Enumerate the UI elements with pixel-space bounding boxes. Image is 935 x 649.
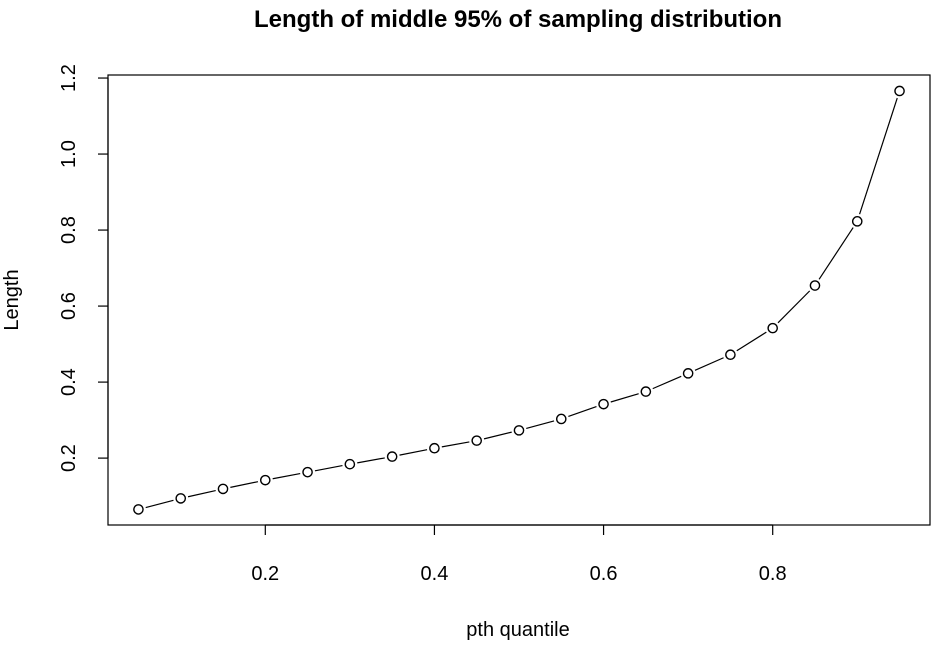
x-tick-label: 0.6 [590, 563, 618, 585]
x-tick-label: 0.8 [759, 563, 787, 585]
data-point [851, 216, 863, 227]
data-point [386, 451, 398, 462]
y-tick-label: 0.4 [58, 368, 80, 396]
plot-frame [107, 74, 931, 526]
data-point [217, 483, 229, 495]
series-line-segment [399, 449, 428, 456]
series-line-segment [483, 431, 512, 440]
series-line-segment [694, 357, 724, 371]
data-point [429, 442, 440, 454]
series-line-segment [652, 375, 682, 390]
series-line-segment [187, 489, 216, 498]
data-point [809, 280, 821, 291]
data-point [725, 349, 736, 361]
data-point [133, 504, 144, 515]
series-line-segment [859, 97, 898, 215]
data-point [471, 435, 483, 446]
series-line-segment [357, 457, 385, 464]
y-tick-label: 1.2 [58, 64, 80, 92]
y-axis: 0.2 0.4 0.6 0.8 1.0 1.2 [58, 64, 109, 472]
series-line-segment [441, 441, 470, 448]
y-tick-label: 0.2 [58, 444, 80, 472]
data-point [598, 398, 609, 410]
series-line-segment [777, 290, 811, 324]
series-line-segment [568, 406, 597, 418]
data-point [513, 425, 525, 436]
data-point [175, 493, 187, 504]
y-axis-label: Length [1, 269, 23, 330]
series-line-segment [230, 481, 259, 488]
y-tick-label: 0.6 [58, 292, 80, 320]
data-point [555, 413, 567, 425]
data-point [767, 322, 779, 334]
chart-title: Length of middle 95% of sampling distrib… [254, 6, 782, 33]
x-tick-label: 0.2 [251, 563, 279, 585]
data-point [682, 368, 694, 379]
series-line-segment [736, 331, 767, 352]
data-point [302, 466, 313, 478]
series-line-segment [145, 499, 174, 509]
series-line-segment [272, 472, 301, 480]
y-tick-label: 0.8 [58, 216, 80, 244]
series-line-segment [314, 464, 343, 472]
series-line-segment [818, 227, 854, 280]
x-tick-label: 0.4 [421, 563, 449, 585]
data-point [344, 458, 356, 470]
data-point [259, 474, 271, 486]
series-line-group [145, 97, 898, 509]
data-point [894, 85, 905, 97]
y-tick-label: 1.0 [58, 140, 80, 168]
x-axis: 0.2 0.4 0.6 0.8 [251, 524, 787, 585]
series-points [133, 85, 905, 515]
data-point [640, 386, 652, 397]
series-line-segment [526, 420, 555, 429]
series-line-segment [610, 393, 639, 403]
x-axis-label: pth quantile [466, 619, 569, 641]
